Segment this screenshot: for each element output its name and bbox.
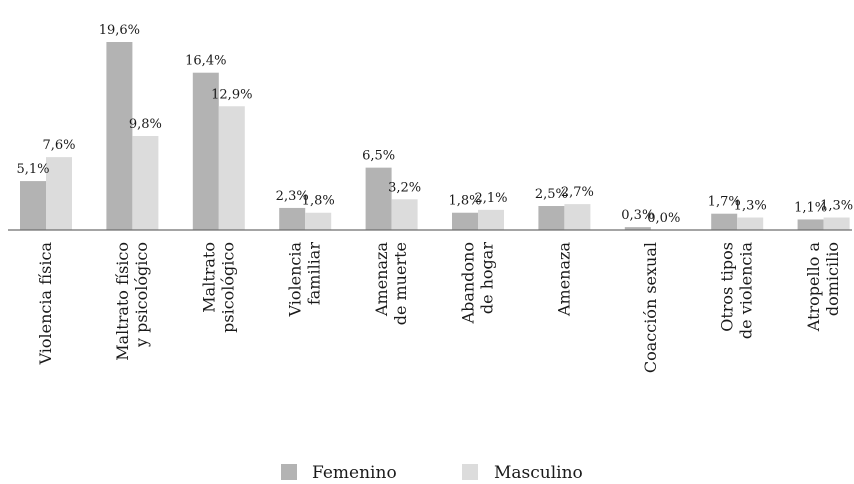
category-label-0-line-0: Violencia física [36, 242, 55, 366]
bar-femenino-2 [192, 72, 219, 230]
bar-femenino-5 [452, 212, 478, 230]
value-label-masculino-7: 0,0% [647, 211, 680, 226]
value-label-femenino-2: 16,4% [185, 54, 226, 69]
value-label-femenino-7: 0,3% [621, 208, 654, 223]
value-label-femenino-3: 2,3% [276, 189, 309, 204]
bar-masculino-8 [737, 217, 764, 230]
category-label-3-line-1: familiar [305, 242, 324, 306]
value-label-femenino-1: 19,6% [99, 23, 140, 38]
value-label-masculino-3: 1,8% [302, 194, 335, 209]
bar-masculino-9 [823, 217, 850, 230]
value-label-femenino-4: 6,5% [362, 149, 395, 164]
category-label-4-line-0: Amenaza [372, 242, 391, 317]
category-label-1-line-0: Maltrato físico [113, 242, 132, 361]
legend: Femenino Masculino [281, 463, 583, 483]
bar-femenino-0 [20, 181, 46, 230]
value-label-masculino-0: 7,6% [42, 138, 75, 153]
value-label-femenino-9: 1,1% [794, 200, 827, 215]
value-label-masculino-2: 12,9% [211, 87, 252, 102]
bar-masculino-5 [478, 209, 504, 230]
category-labels-group: Violencia física Maltrato físico y psicoló… [36, 242, 842, 374]
category-label-9-line-0: Atropello a [804, 242, 823, 333]
category-label-8-line-1: de violencia [737, 242, 756, 340]
value-label-femenino-5: 1,8% [448, 194, 481, 209]
category-label-9-line-1: domicilio [823, 242, 842, 316]
category-label-1-line-1: y psicológico [132, 242, 151, 348]
value-label-masculino-9: 1,3% [820, 199, 853, 214]
category-label-3-line-0: Violencia [286, 242, 305, 318]
category-label-2-line-0: Maltrato [199, 242, 218, 313]
legend-swatch-femenino [281, 464, 297, 480]
category-label-4-line-1: de muerte [391, 242, 410, 325]
value-label-femenino-8: 1,7% [708, 195, 741, 210]
category-label-5-line-1: de hogar [478, 242, 497, 315]
bar-masculino-6 [564, 204, 591, 230]
value-label-masculino-1: 9,8% [129, 117, 162, 132]
legend-label-femenino: Femenino [312, 463, 397, 483]
bar-masculino-1 [132, 136, 159, 230]
bar-femenino-4 [365, 167, 392, 230]
value-label-femenino-6: 2,5% [535, 187, 568, 202]
bar-femenino-3 [279, 207, 306, 230]
category-label-5-line-0: Abandono [459, 242, 478, 324]
value-label-masculino-8: 1,3% [734, 199, 767, 214]
value-label-femenino-0: 5,1% [16, 162, 49, 177]
bar-masculino-3 [305, 212, 332, 230]
bar-femenino-7 [624, 227, 651, 230]
bar-femenino-8 [711, 213, 738, 230]
value-labels-group: 5,1%7,6%19,6%9,8%16,4%12,9%2,3%1,8%6,5%3… [16, 23, 853, 226]
value-label-masculino-5: 2,1% [474, 191, 507, 206]
category-label-8-line-0: Otros tipos [718, 242, 737, 332]
bar-masculino-4 [391, 199, 418, 230]
bar-masculino-2 [218, 106, 245, 230]
bar-femenino-6 [538, 206, 565, 230]
category-label-2-line-1: psicológico [218, 242, 237, 333]
category-label-7-line-0: Coacción sexual [641, 242, 660, 373]
category-label-6-line-0: Amenaza [554, 242, 573, 317]
legend-label-masculino: Masculino [494, 463, 583, 483]
value-label-masculino-4: 3,2% [388, 180, 421, 195]
value-label-masculino-6: 2,7% [561, 185, 594, 200]
bar-femenino-9 [797, 219, 824, 230]
bar-femenino-1 [106, 42, 133, 230]
legend-swatch-masculino [462, 464, 478, 480]
bars-group [20, 42, 850, 230]
bar-masculino-0 [46, 157, 72, 230]
